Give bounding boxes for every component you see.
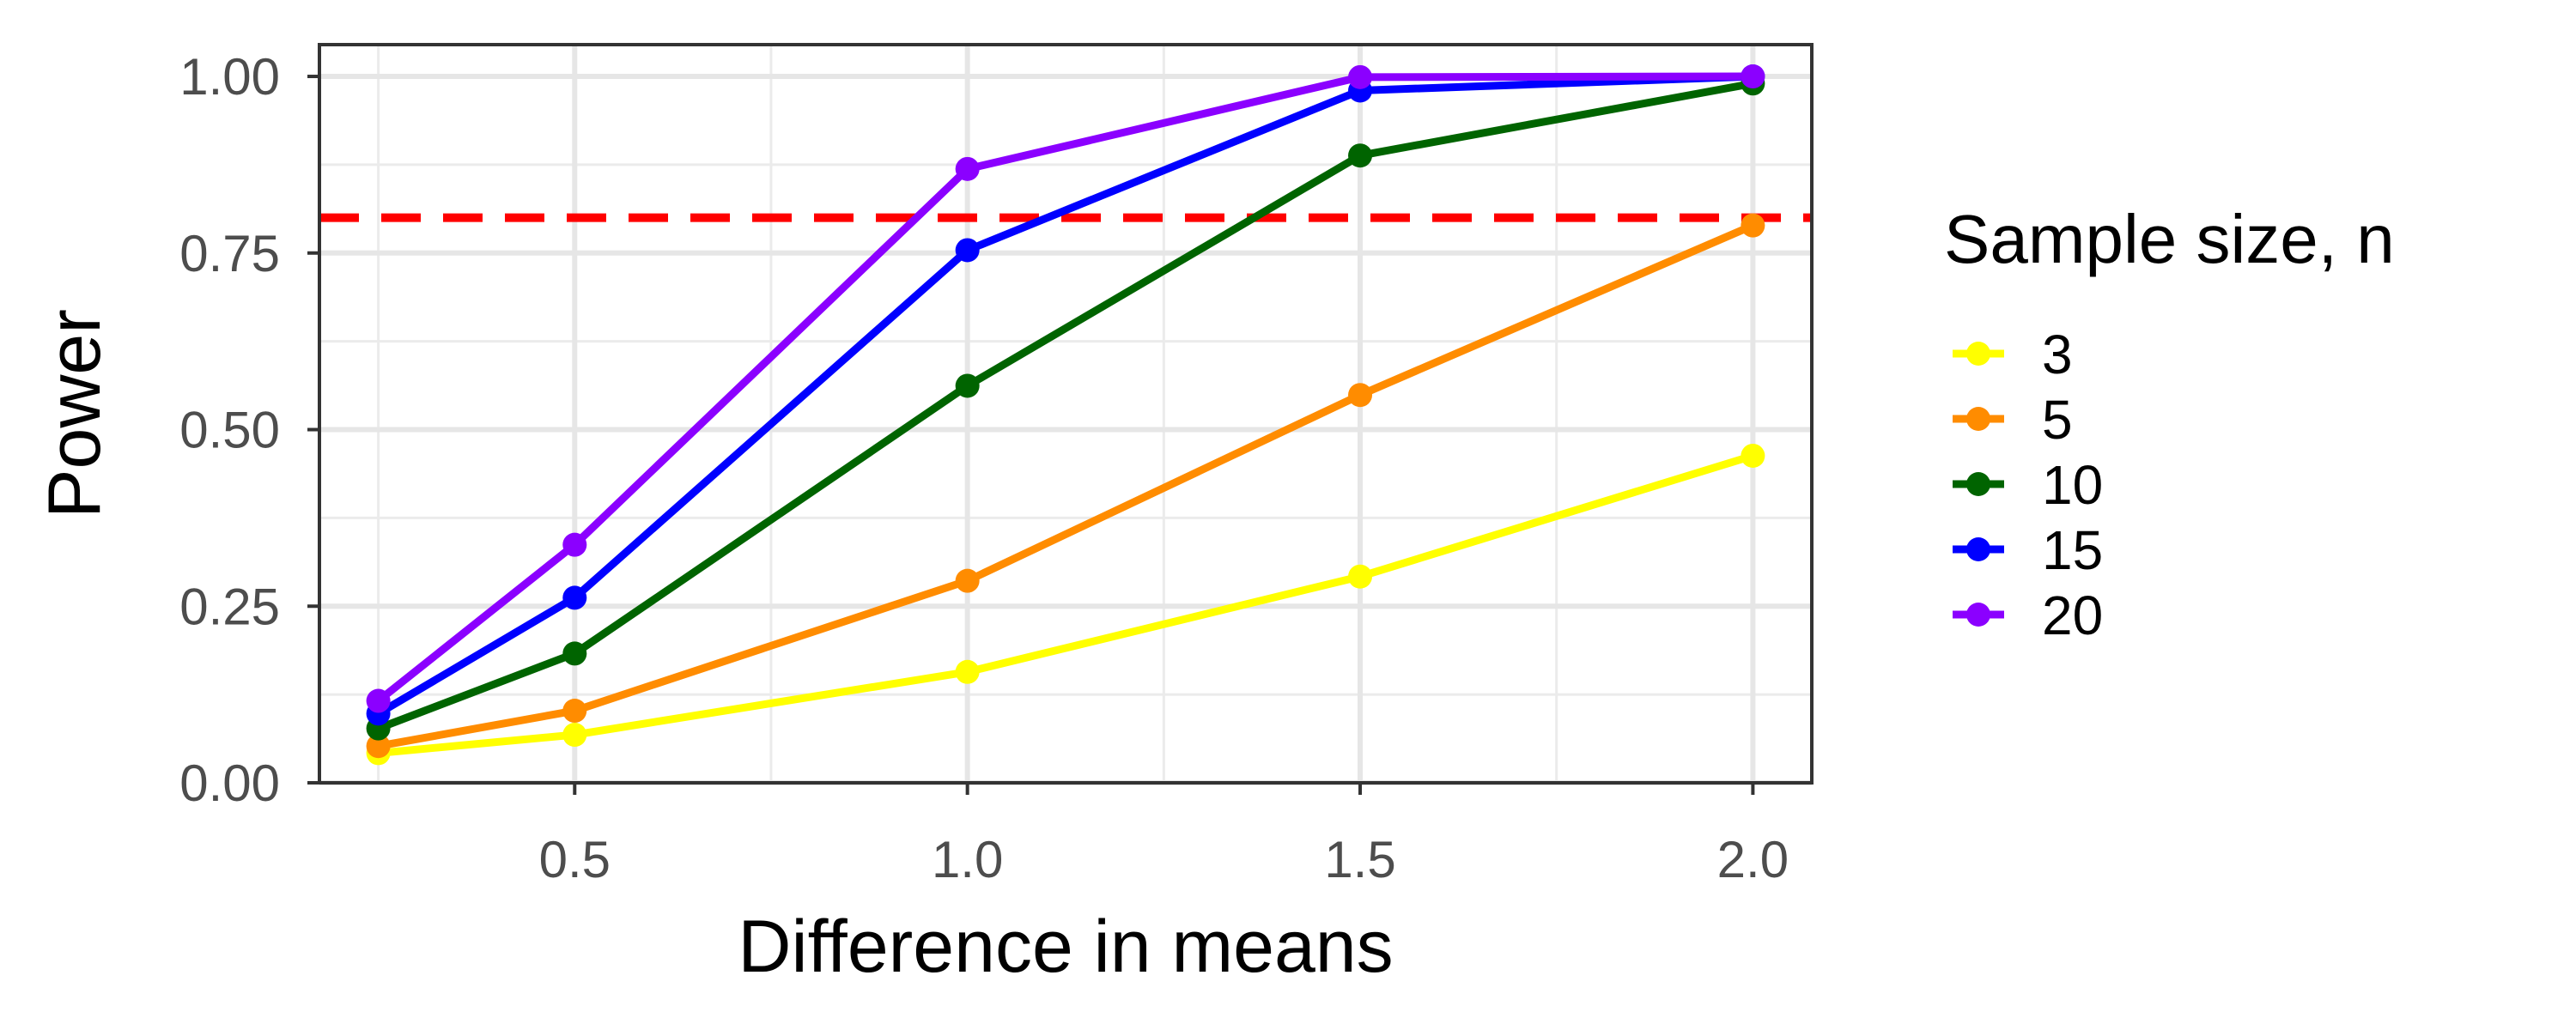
legend-title: Sample size, n bbox=[1944, 201, 2395, 277]
x-tick-label: 0.5 bbox=[539, 831, 611, 888]
x-tick-label: 1.5 bbox=[1324, 831, 1395, 888]
legend-label-n15: 15 bbox=[2042, 519, 2103, 581]
x-tick-label: 1.0 bbox=[932, 831, 1003, 888]
y-tick-label: 0.50 bbox=[179, 402, 280, 459]
x-axis: 0.5 1.0 1.5 2.0 bbox=[539, 783, 1789, 888]
data-point-n20 bbox=[562, 532, 587, 557]
data-point-n3 bbox=[1348, 564, 1373, 589]
data-point-n5 bbox=[1348, 383, 1373, 408]
data-point-n15 bbox=[955, 238, 980, 263]
legend-key-point-n5 bbox=[1966, 407, 1990, 431]
data-point-n5 bbox=[955, 568, 980, 593]
data-point-n10 bbox=[955, 373, 980, 398]
x-tick-label: 2.0 bbox=[1717, 831, 1789, 888]
legend-label-n5: 5 bbox=[2042, 389, 2073, 451]
legend-key-point-n15 bbox=[1966, 537, 1990, 561]
plot-border bbox=[318, 43, 1814, 785]
y-tick-label: 0.25 bbox=[179, 578, 280, 635]
data-point-n5 bbox=[366, 734, 391, 759]
plot-panel bbox=[319, 45, 1812, 783]
y-axis-title: Power bbox=[33, 309, 116, 518]
y-axis: 0.00 0.25 0.50 0.75 1.00 bbox=[179, 48, 319, 812]
data-point-n3 bbox=[1741, 443, 1765, 468]
data-point-n20 bbox=[955, 156, 980, 181]
legend-key-point-n20 bbox=[1966, 603, 1990, 627]
legend-label-n20: 20 bbox=[2042, 585, 2103, 646]
y-tick-label: 1.00 bbox=[179, 48, 280, 106]
data-point-n3 bbox=[562, 723, 587, 748]
data-point-n20 bbox=[1348, 64, 1373, 89]
legend-key-point-n10 bbox=[1966, 472, 1990, 496]
data-point-n10 bbox=[1348, 143, 1373, 168]
data-point-n5 bbox=[1741, 213, 1765, 238]
data-point-n10 bbox=[562, 641, 587, 666]
data-point-n20 bbox=[1741, 64, 1765, 89]
legend-key-point-n3 bbox=[1966, 342, 1990, 366]
y-tick-label: 0.75 bbox=[179, 225, 280, 282]
legend-label-n3: 3 bbox=[2042, 324, 2073, 385]
data-point-n20 bbox=[366, 688, 391, 713]
data-point-n3 bbox=[955, 659, 980, 684]
y-tick-label: 0.00 bbox=[179, 754, 280, 812]
x-axis-title: Difference in means bbox=[738, 906, 1393, 988]
series-points bbox=[366, 64, 1765, 766]
data-point-n5 bbox=[562, 699, 587, 724]
data-point-n15 bbox=[562, 585, 587, 610]
legend-label-n10: 10 bbox=[2042, 454, 2103, 516]
